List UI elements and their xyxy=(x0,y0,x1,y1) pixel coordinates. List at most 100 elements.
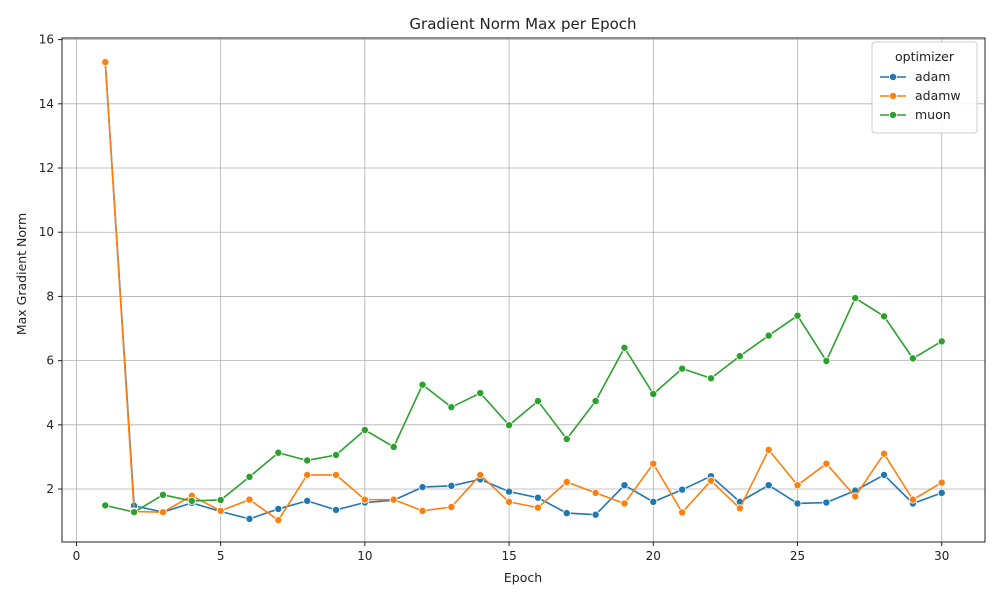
data-point-adamw xyxy=(822,459,831,468)
data-point-adamw xyxy=(620,499,629,508)
data-point-adamw xyxy=(880,449,889,458)
data-point-adamw xyxy=(505,497,514,506)
data-point-muon xyxy=(274,448,283,457)
chart-title: Gradient Norm Max per Epoch xyxy=(409,15,636,33)
legend-title: optimizer xyxy=(895,49,955,64)
x-tick-label: 15 xyxy=(501,549,516,563)
data-point-adamw xyxy=(476,470,485,479)
data-point-muon xyxy=(447,403,456,412)
data-point-adamw xyxy=(591,488,600,497)
data-point-muon xyxy=(706,374,715,383)
data-point-adamw xyxy=(418,506,427,515)
data-point-adamw xyxy=(764,445,773,454)
data-point-muon xyxy=(130,508,139,517)
data-point-muon xyxy=(649,390,658,399)
data-point-muon xyxy=(880,312,889,321)
data-point-muon xyxy=(822,356,831,365)
data-point-adamw xyxy=(332,470,341,479)
data-point-muon xyxy=(533,397,542,406)
data-point-adamw xyxy=(303,470,312,479)
data-point-adamw xyxy=(533,503,542,512)
data-point-adam xyxy=(764,481,773,490)
data-point-adam xyxy=(562,509,571,518)
data-point-muon xyxy=(101,501,110,510)
y-axis: 2 4 6 8 10 12 14 16 xyxy=(39,33,62,496)
data-point-adamw xyxy=(562,477,571,486)
legend-item-muon: muon xyxy=(880,107,951,122)
y-axis-title: Max Gradient Norm xyxy=(14,213,29,335)
data-point-adam xyxy=(649,497,658,506)
data-point-adamw xyxy=(678,508,687,517)
data-point-muon xyxy=(764,331,773,340)
legend: optimizer adam adamw muon xyxy=(871,41,978,134)
data-point-muon xyxy=(187,496,196,505)
x-tick-label: 25 xyxy=(790,549,805,563)
data-point-muon xyxy=(245,472,254,481)
data-point-adam xyxy=(591,510,600,519)
legend-marker-adamw xyxy=(889,92,898,101)
series-line-adam xyxy=(104,62,943,520)
data-point-muon xyxy=(620,343,629,352)
data-point-muon xyxy=(303,456,312,465)
plot-frame xyxy=(61,37,986,543)
data-point-adamw xyxy=(101,58,110,67)
data-point-adamw xyxy=(793,481,802,490)
x-tick-label: 20 xyxy=(646,549,661,563)
x-tick-label: 5 xyxy=(217,549,225,563)
data-point-adamw xyxy=(360,495,369,504)
data-point-adam xyxy=(793,499,802,508)
legend-label-muon: muon xyxy=(915,107,951,122)
data-point-adam xyxy=(678,485,687,494)
data-point-adamw xyxy=(447,503,456,512)
series-muon xyxy=(101,294,946,517)
x-axis: 0 5 10 15 20 25 30 xyxy=(73,542,949,563)
data-point-muon xyxy=(562,434,571,443)
x-tick-label: 30 xyxy=(934,549,949,563)
legend-label-adamw: adamw xyxy=(915,88,961,103)
data-point-adam xyxy=(418,483,427,492)
data-point-adamw xyxy=(274,516,283,525)
data-point-muon xyxy=(389,442,398,451)
data-point-muon xyxy=(678,364,687,373)
legend-marker-adam xyxy=(889,73,898,82)
data-point-adamw xyxy=(937,478,946,487)
data-point-muon xyxy=(908,354,917,363)
series-line-muon xyxy=(105,297,943,513)
data-point-muon xyxy=(591,397,600,406)
data-point-muon xyxy=(793,311,802,320)
data-point-adam xyxy=(880,470,889,479)
y-tick-label: 8 xyxy=(46,289,54,303)
y-tick-label: 4 xyxy=(46,418,54,432)
data-point-muon xyxy=(216,495,225,504)
y-tick-label: 16 xyxy=(39,33,54,47)
data-point-adamw xyxy=(158,508,167,517)
x-tick-label: 10 xyxy=(357,549,372,563)
grid xyxy=(62,38,985,542)
data-point-muon xyxy=(360,425,369,434)
series-adamw xyxy=(101,58,946,525)
series-line-adamw xyxy=(104,62,943,521)
legend-item-adamw: adamw xyxy=(880,88,961,103)
data-point-adam xyxy=(822,498,831,507)
legend-box xyxy=(871,41,978,134)
y-tick-label: 10 xyxy=(39,225,54,239)
data-point-adamw xyxy=(649,459,658,468)
data-point-muon xyxy=(476,389,485,398)
data-point-adamw xyxy=(908,495,917,504)
y-tick-label: 6 xyxy=(46,354,54,368)
y-tick-label: 2 xyxy=(46,482,54,496)
legend-item-adam: adam xyxy=(880,69,950,84)
legend-items: adam adamw muon xyxy=(880,69,961,122)
data-point-adam xyxy=(937,488,946,497)
series-group xyxy=(101,58,946,525)
data-point-muon xyxy=(851,294,860,303)
data-point-muon xyxy=(937,337,946,346)
data-point-adamw xyxy=(389,495,398,504)
data-point-adam xyxy=(533,493,542,502)
data-point-adam xyxy=(303,496,312,505)
data-point-adamw xyxy=(245,495,254,504)
data-point-adamw xyxy=(735,504,744,513)
data-point-muon xyxy=(158,490,167,499)
data-point-adam xyxy=(620,481,629,490)
